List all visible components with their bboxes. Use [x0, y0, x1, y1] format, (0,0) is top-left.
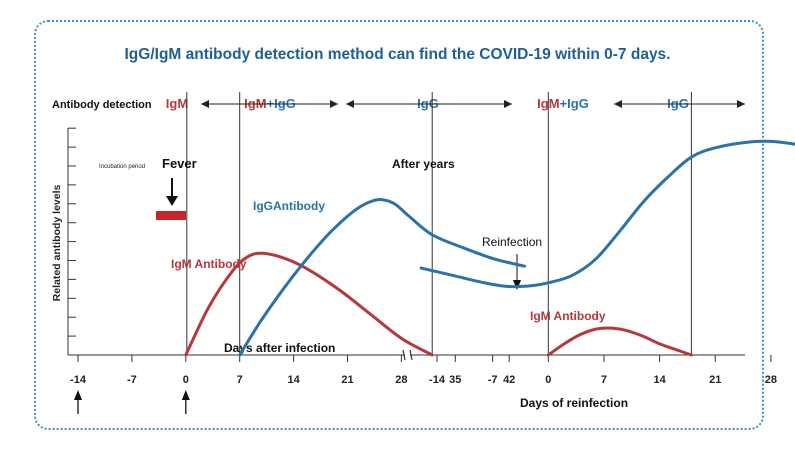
days-of-reinfection-label: Days of reinfection [520, 396, 628, 410]
igm-antibody-label-2: IgM Antibody [530, 309, 606, 323]
days-after-infection-label: Days after infection [224, 341, 335, 355]
antibody-detection-label: Antibody detection [52, 99, 152, 111]
x-tick-label: 7 [237, 374, 243, 386]
x-tick-label: -7 [127, 374, 137, 386]
phase-re-igm-igg: IgM+IgG [537, 96, 589, 111]
curves [184, 139, 795, 357]
incubation-bar [156, 211, 186, 220]
arrow-heads [201, 100, 745, 108]
reinfection-label: Reinfection [482, 235, 542, 249]
y-ticks [68, 127, 76, 356]
phase-re-plus: + [560, 96, 568, 111]
dotted-frame [34, 20, 764, 430]
x-axis-break [402, 349, 413, 361]
phase-boundaries [186, 92, 692, 355]
infection-arrows [74, 390, 190, 414]
x-tick-label: 7 [601, 374, 607, 386]
phase-re-igg-part: IgG [567, 96, 589, 111]
x-tick-label: 0 [183, 374, 189, 386]
igg-antibody-label: IgGAntibody [253, 199, 325, 213]
after-years-label: After years [392, 157, 455, 171]
x-tick-label: 14 [287, 374, 300, 386]
x-tick-label: -14 [70, 374, 87, 386]
igm-curve-second [546, 326, 693, 357]
igm-curve-first [184, 251, 434, 357]
x-tick-label: 28 [765, 374, 777, 386]
x-tick-label: 42 [503, 374, 515, 386]
igm-antibody-label: IgM Antibody [171, 257, 247, 271]
x-tick-label: 0 [545, 374, 551, 386]
page-title: IgG/IgM antibody detection method can fi… [124, 46, 671, 63]
x-tick-label: 21 [341, 374, 353, 386]
igg-curve-second [419, 139, 795, 289]
reinfection-arrow [513, 254, 521, 290]
x-tick-label: 28 [395, 374, 407, 386]
x-tick-label: 21 [709, 374, 721, 386]
incubation-label: Incubation period [99, 164, 145, 170]
x-tick-label: -14 [429, 374, 446, 386]
phase-igm: IgM [166, 96, 188, 111]
y-axis-label: Related antibody levels [51, 184, 63, 301]
x-tick-label: -7 [488, 374, 498, 386]
fever-label: Fever [162, 156, 197, 171]
x-tick-label: 35 [449, 374, 461, 386]
igg-curve-first [238, 198, 527, 357]
x-tick-label: 14 [653, 374, 666, 386]
fever-arrow [166, 178, 178, 206]
infection-arrow-head [181, 390, 190, 400]
infection-arrow-head [74, 390, 82, 400]
